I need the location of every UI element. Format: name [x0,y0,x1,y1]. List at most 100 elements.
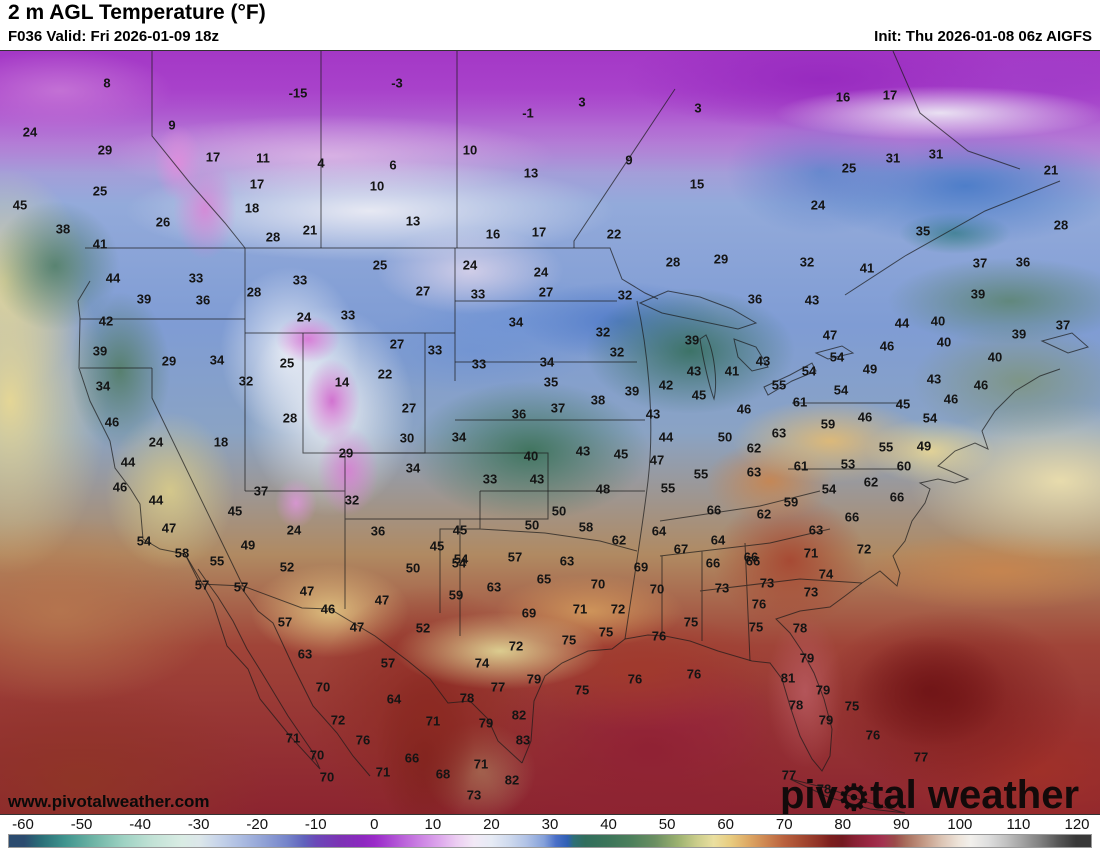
border-us-canada [85,247,659,300]
temp-value-label: 24 [810,197,826,213]
brand-text-right: tal weather [870,773,1080,815]
temp-value-label: 65 [536,571,552,587]
temp-value-label: 45 [452,522,468,538]
temp-value-label: 39 [136,291,152,307]
river-mississippi [624,300,652,640]
temp-value-label: 13 [523,165,539,181]
temp-value-label: 32 [595,324,611,340]
temp-value-label: 33 [482,471,498,487]
temp-value-label: 17 [882,87,898,103]
temp-value-label: 36 [370,523,386,539]
temp-value-label: 61 [793,458,809,474]
colorbar-tick: 40 [600,816,617,833]
temp-value-label: 64 [710,532,726,548]
temp-value-label: 71 [473,756,489,772]
temp-value-label: 66 [404,750,420,766]
island-nova-scotia [1040,332,1090,354]
temp-value-label: 71 [572,601,588,617]
temp-value-label: 71 [375,764,391,780]
temp-value-label: 37 [550,400,566,416]
temp-value-label: 11 [256,150,270,166]
temp-value-label: 77 [913,749,929,765]
temp-value-label: 46 [879,338,895,354]
temp-value-label: 22 [606,226,622,242]
temp-value-label: 44 [120,454,136,470]
temp-value-label: 82 [511,707,527,723]
temp-value-label: 25 [841,160,857,176]
temp-value-label: 50 [524,517,540,533]
temp-value-label: 22 [377,366,393,382]
coastline-west [77,280,186,555]
temp-value-label: 46 [112,479,128,495]
temp-value-label: 66 [889,489,905,505]
temp-value-label: 6 [389,157,397,173]
temp-value-label: 58 [174,545,190,561]
colorbar-tick: 50 [658,816,676,833]
init-time-label: Init: Thu 2026-01-08 06z AIGFS [874,28,1092,45]
temp-value-label: 69 [633,559,649,575]
temp-value-label: 10 [369,178,385,194]
temp-value-label: 35 [543,374,559,390]
temp-value-label: 50 [717,429,733,445]
temp-value-label: 29 [713,251,729,267]
temp-value-label: 25 [372,257,388,273]
temp-value-label: 66 [706,502,722,518]
page-title: 2 m AGL Temperature (°F) [8,1,266,24]
temp-value-label: 15 [689,176,705,192]
temp-value-label: 28 [1053,217,1069,233]
temp-value-label: 73 [466,787,482,803]
temp-value-label: 54 [821,481,837,497]
border-texas [439,491,638,613]
temp-value-label: 28 [265,229,281,245]
temp-value-label: 17 [531,224,547,240]
temp-value-label: 33 [470,286,486,302]
temp-value-label: 49 [862,361,878,377]
temp-value-label: 79 [799,650,815,666]
colorbar-tick: 90 [892,816,910,833]
colorbar-tick: 30 [541,816,559,833]
temp-value-label: 66 [745,553,761,569]
temp-value-label: 74 [474,655,490,671]
temp-value-label: 63 [746,464,762,480]
temp-value-label: 31 [928,146,944,162]
temp-value-label: 58 [578,519,594,535]
temp-value-label: 55 [693,466,709,482]
temp-value-label: 83 [515,732,531,748]
temp-value-label: 47 [649,452,665,468]
temp-value-label: 29 [161,353,177,369]
colorbar-tick: -30 [187,816,210,833]
temp-value-label: 54 [833,382,849,398]
temp-value-label: 27 [389,336,405,352]
temp-value-label: 82 [504,772,520,788]
temp-value-label: 72 [330,712,346,728]
temp-value-label: 34 [539,354,555,370]
temp-value-label: 36 [195,292,211,308]
coastline-gulf-east [521,368,1061,772]
colorbar-tick: -10 [304,816,327,833]
border-on-qc [892,51,1021,170]
temp-value-label: 31 [885,150,901,166]
temp-value-label: 17 [205,149,221,165]
colorbar-tick: 0 [370,816,379,833]
temp-value-label: 37 [972,255,988,271]
temp-value-label: 43 [686,363,702,379]
temp-value-label: 32 [238,373,254,389]
temp-value-label: 24 [22,124,38,140]
temp-value-label: 76 [751,596,767,612]
temp-value-label: 32 [799,254,815,270]
temp-value-label: 38 [590,392,606,408]
temp-value-label: 37 [1055,317,1071,333]
temp-value-label: 21 [1043,162,1059,178]
temp-value-label: 71 [425,713,441,729]
temp-value-label: 39 [92,343,108,359]
temp-value-label: 47 [374,592,390,608]
temp-value-label: 24 [296,309,312,325]
temp-value-label: 67 [673,541,689,557]
temp-value-label: 40 [930,313,946,329]
temp-value-label: 44 [894,315,910,331]
temp-value-label: 66 [705,555,721,571]
temp-value-label: 48 [595,481,611,497]
temp-value-label: 73 [759,575,775,591]
temp-value-label: 78 [816,781,832,797]
temp-value-label: 10 [462,142,478,158]
